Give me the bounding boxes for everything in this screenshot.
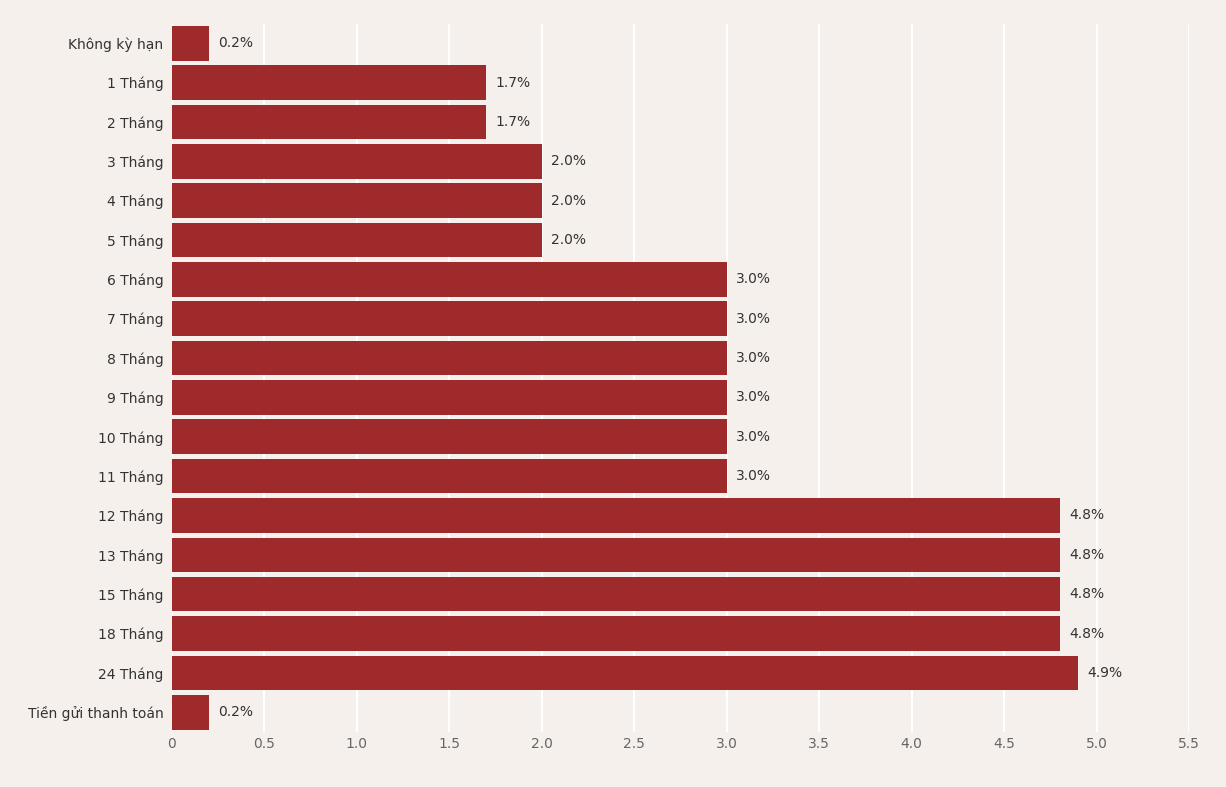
Bar [172,498,1059,533]
Bar [172,695,208,730]
Bar [172,26,208,61]
Bar [172,105,487,139]
Bar [172,341,727,375]
Bar [172,656,1078,690]
Text: 0.2%: 0.2% [218,705,253,719]
Text: 3.0%: 3.0% [736,469,771,483]
Text: 3.0%: 3.0% [736,272,771,286]
Text: 3.0%: 3.0% [736,390,771,405]
Text: 1.7%: 1.7% [495,76,531,90]
Text: 4.8%: 4.8% [1069,508,1105,523]
Bar [172,616,1059,651]
Text: 4.8%: 4.8% [1069,587,1105,601]
Bar [172,459,727,493]
Bar [172,223,542,257]
Bar [172,301,727,336]
Bar [172,65,487,100]
Text: 3.0%: 3.0% [736,351,771,365]
Text: 1.7%: 1.7% [495,115,531,129]
Bar [172,538,1059,572]
Text: 0.2%: 0.2% [218,36,253,50]
Text: 4.8%: 4.8% [1069,548,1105,562]
Text: 4.8%: 4.8% [1069,626,1105,641]
Text: 2.0%: 2.0% [550,233,586,247]
Bar [172,577,1059,611]
Bar [172,144,542,179]
Text: 3.0%: 3.0% [736,312,771,326]
Text: 2.0%: 2.0% [550,154,586,168]
Text: 4.9%: 4.9% [1087,666,1123,680]
Bar [172,380,727,415]
Bar [172,262,727,297]
Text: 2.0%: 2.0% [550,194,586,208]
Text: 3.0%: 3.0% [736,430,771,444]
Bar [172,419,727,454]
Bar [172,183,542,218]
